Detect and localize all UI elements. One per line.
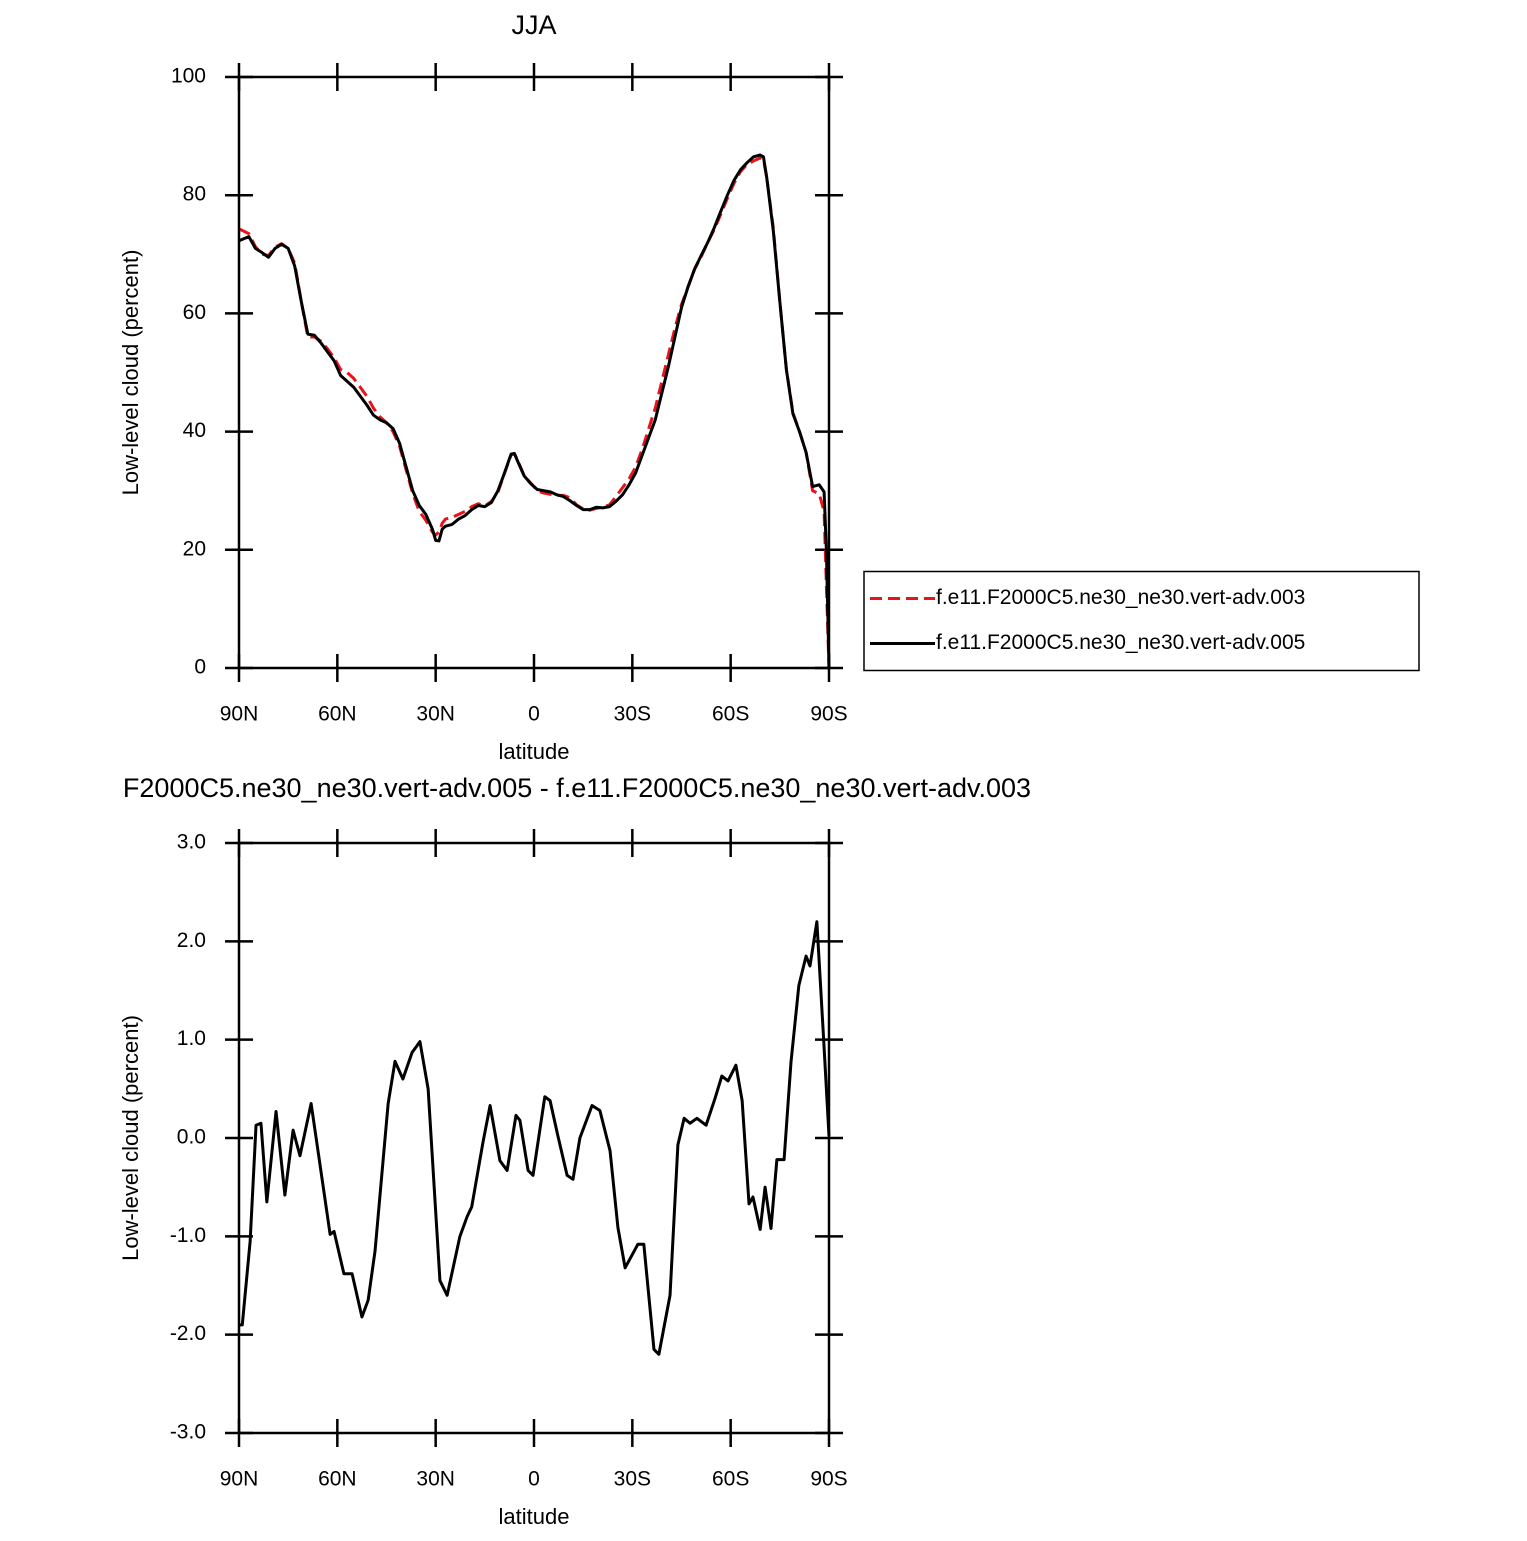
y-tick-label: 2.0 (177, 929, 206, 952)
y-tick-label: 20 (183, 537, 206, 560)
plot-frame (237, 841, 831, 1435)
y-tick-label: 40 (183, 419, 206, 442)
x-tick-label: 30N (416, 703, 455, 726)
x-axis-label: latitude (499, 739, 570, 764)
y-tick-label: -1.0 (170, 1224, 206, 1247)
chart-title: JJA (511, 10, 556, 40)
x-tick-label: 30S (614, 1468, 651, 1491)
y-axis-label: Low-level cloud (percent) (118, 250, 143, 496)
y-tick-label: -2.0 (170, 1322, 206, 1345)
data-line (239, 920, 831, 1356)
y-tick-label: -3.0 (170, 1421, 206, 1444)
y-axis-label: Low-level cloud (percent) (118, 1015, 143, 1261)
x-tick-label: 60S (712, 703, 749, 726)
x-tick-label: 60N (318, 1468, 357, 1491)
x-tick-label: 0 (528, 703, 540, 726)
data-line (238, 156, 831, 669)
x-tick-label: 30N (416, 1468, 455, 1491)
x-tick-label: 60S (712, 1468, 749, 1491)
x-tick-label: 0 (528, 1468, 540, 1491)
legend-label: f.e11.F2000C5.ne30_ne30.vert-adv.005 (936, 631, 1305, 654)
y-tick-label: 80 (183, 183, 206, 206)
x-axis-label: latitude (499, 1504, 570, 1529)
legend-label: f.e11.F2000C5.ne30_ne30.vert-adv.003 (936, 586, 1305, 609)
x-tick-label: 90S (810, 703, 847, 726)
y-tick-label: 1.0 (177, 1027, 206, 1050)
y-tick-label: 3.0 (177, 831, 206, 854)
y-tick-label: 60 (183, 301, 206, 324)
y-tick-label: 0 (194, 656, 206, 679)
x-tick-label: 30S (614, 703, 651, 726)
y-tick-label: 0.0 (177, 1126, 206, 1149)
data-line (238, 153, 831, 669)
y-tick-label: 100 (171, 65, 206, 88)
x-tick-label: 90N (220, 1468, 259, 1491)
plot-frame (237, 75, 831, 670)
legend-box (863, 570, 1420, 672)
x-tick-label: 60N (318, 703, 357, 726)
x-tick-label: 90S (810, 1468, 847, 1491)
x-tick-label: 90N (220, 703, 259, 726)
chart-title: F2000C5.ne30_ne30.vert-adv.005 - f.e11.F… (123, 773, 1031, 803)
